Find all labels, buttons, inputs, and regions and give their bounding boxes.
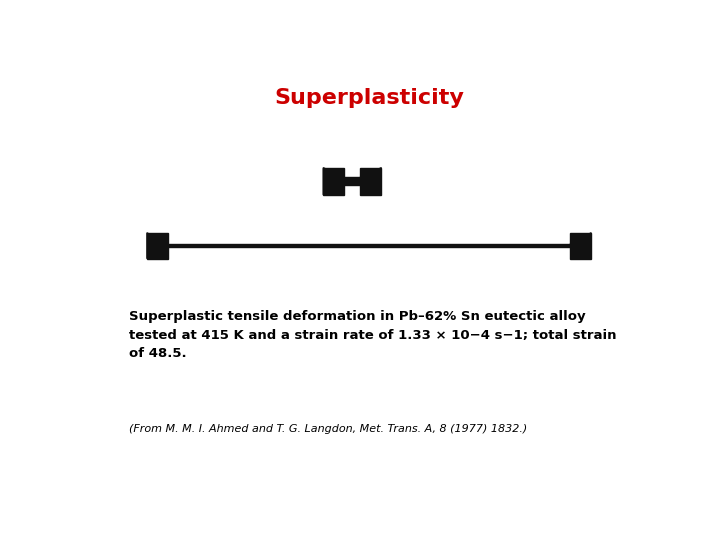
Text: Superplasticity: Superplasticity	[274, 87, 464, 107]
Polygon shape	[570, 233, 591, 259]
FancyBboxPatch shape	[570, 233, 591, 259]
FancyBboxPatch shape	[147, 233, 168, 259]
Text: Superplastic tensile deformation in Pb–62% Sn eutectic alloy
tested at 415 K and: Superplastic tensile deformation in Pb–6…	[129, 310, 616, 360]
Text: (From M. M. I. Ahmed and T. G. Langdon, Met. Trans. A, 8 (1977) 1832.): (From M. M. I. Ahmed and T. G. Langdon, …	[129, 424, 527, 435]
FancyBboxPatch shape	[344, 178, 360, 185]
FancyBboxPatch shape	[323, 168, 344, 195]
FancyBboxPatch shape	[360, 168, 382, 195]
Polygon shape	[147, 233, 168, 259]
Polygon shape	[360, 168, 382, 195]
FancyBboxPatch shape	[168, 245, 570, 247]
Polygon shape	[323, 168, 344, 195]
